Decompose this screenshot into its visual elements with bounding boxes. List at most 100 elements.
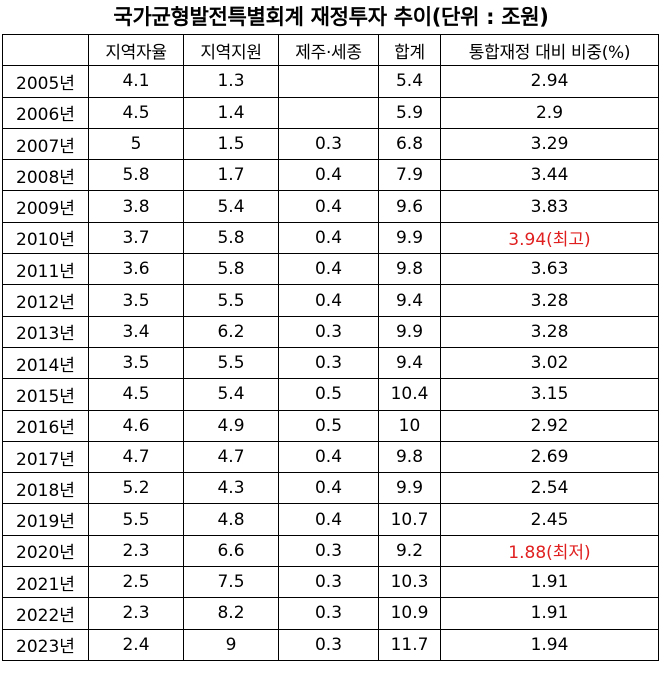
cell-regional-support: 5.4 [183, 378, 279, 411]
cell-year: 2019년 [2, 503, 89, 536]
cell-year: 2012년 [2, 284, 89, 317]
cell-jeju-sejong: 0.4 [278, 284, 379, 317]
cell-regional-autonomy: 2.3 [88, 534, 184, 568]
cell-regional-support: 5.5 [183, 346, 279, 380]
cell-share-of-budget: 1.94 [440, 628, 659, 661]
cell-jeju-sejong: 0.3 [278, 127, 379, 161]
cell-total: 5.4 [378, 65, 441, 98]
cell-share-of-budget: 3.02 [440, 346, 659, 380]
cell-share-of-budget: 3.83 [440, 190, 659, 223]
table-row: 2005년 4.1 1.3 5.4 2.94 [2, 65, 659, 98]
header-regional-autonomy: 지역자율 [88, 33, 184, 67]
cell-share-of-budget: 2.9 [440, 96, 659, 129]
cell-jeju-sejong: 0.3 [278, 597, 379, 630]
cell-regional-autonomy: 5 [88, 127, 184, 161]
table-body: 지역자율 지역지원 제주·세종 합계 통합재정 대비 비중(%) 2005년 4.1 1.3 5… [2, 33, 659, 661]
cell-regional-support: 1.7 [183, 159, 279, 192]
table-row: 2019년 5.5 4.8 0.4 10.7 2.45 [2, 503, 659, 536]
header-jeju-sejong: 제주·세종 [278, 33, 379, 67]
cell-regional-support: 9 [183, 628, 279, 661]
cell-regional-support: 4.7 [183, 440, 279, 474]
cell-total: 10 [378, 409, 441, 442]
cell-year: 2022년 [2, 597, 89, 630]
cell-regional-autonomy: 3.4 [88, 315, 184, 348]
cell-regional-autonomy: 3.5 [88, 284, 184, 317]
header-row: 지역자율 지역지원 제주·세종 합계 통합재정 대비 비중(%) [2, 33, 659, 67]
cell-total: 9.8 [378, 440, 441, 474]
cell-year: 2021년 [2, 566, 89, 599]
cell-total: 9.4 [378, 284, 441, 317]
cell-regional-support: 1.3 [183, 65, 279, 98]
cell-total: 10.7 [378, 503, 441, 536]
table-row: 2006년 4.5 1.4 5.9 2.9 [2, 96, 659, 129]
table-row: 2008년 5.8 1.7 0.4 7.9 3.44 [2, 159, 659, 192]
cell-share-of-budget: 2.45 [440, 503, 659, 536]
table-row: 2016년 4.6 4.9 0.5 10 2.92 [2, 409, 659, 442]
cell-regional-support: 6.2 [183, 315, 279, 348]
cell-jeju-sejong: 0.5 [278, 378, 379, 411]
cell-jeju-sejong: 0.4 [278, 472, 379, 505]
cell-total: 9.9 [378, 472, 441, 505]
cell-jeju-sejong [278, 65, 379, 98]
cell-regional-autonomy: 4.6 [88, 409, 184, 442]
cell-year: 2015년 [2, 378, 89, 411]
table-row: 2022년 2.3 8.2 0.3 10.9 1.91 [2, 597, 659, 630]
cell-share-of-budget: 3.63 [440, 253, 659, 286]
cell-year: 2020년 [2, 534, 89, 568]
cell-total: 9.6 [378, 190, 441, 223]
cell-year: 2013년 [2, 315, 89, 348]
cell-regional-support: 4.3 [183, 472, 279, 505]
header-total: 합계 [378, 33, 441, 67]
table-row: 2013년 3.4 6.2 0.3 9.9 3.28 [2, 315, 659, 348]
table-row: 2018년 5.2 4.3 0.4 9.9 2.54 [2, 472, 659, 505]
cell-regional-support: 1.4 [183, 96, 279, 129]
cell-jeju-sejong: 0.4 [278, 190, 379, 223]
cell-year: 2023년 [2, 628, 89, 661]
cell-regional-autonomy: 2.5 [88, 566, 184, 599]
cell-regional-support: 6.6 [183, 534, 279, 568]
table-row: 2015년 4.5 5.4 0.5 10.4 3.15 [2, 378, 659, 411]
cell-total: 7.9 [378, 159, 441, 192]
cell-regional-support: 4.8 [183, 503, 279, 536]
cell-jeju-sejong: 0.4 [278, 253, 379, 286]
cell-jeju-sejong: 0.3 [278, 566, 379, 599]
table-row: 2023년 2.4 9 0.3 11.7 1.94 [2, 628, 659, 661]
cell-total: 11.7 [378, 628, 441, 661]
cell-share-of-budget: 3.29 [440, 127, 659, 161]
cell-regional-support: 8.2 [183, 597, 279, 630]
table-row: 2007년 5 1.5 0.3 6.8 3.29 [2, 127, 659, 161]
cell-regional-autonomy: 3.5 [88, 346, 184, 380]
cell-regional-support: 5.8 [183, 221, 279, 255]
cell-total: 9.2 [378, 534, 441, 568]
cell-jeju-sejong: 0.4 [278, 503, 379, 536]
cell-regional-support: 5.4 [183, 190, 279, 223]
cell-share-of-budget: 2.69 [440, 440, 659, 474]
table-row: 2020년 2.3 6.6 0.3 9.2 1.88(최저) [2, 534, 659, 568]
cell-regional-autonomy: 5.5 [88, 503, 184, 536]
table-title: 국가균형발전특별회계 재정투자 추이(단위 : 조원) [113, 5, 549, 29]
table-row: 2014년 3.5 5.5 0.3 9.4 3.02 [2, 346, 659, 380]
cell-share-of-budget: 1.91 [440, 566, 659, 599]
cell-jeju-sejong: 0.3 [278, 346, 379, 380]
cell-regional-autonomy: 5.8 [88, 159, 184, 192]
cell-share-of-budget: 2.92 [440, 409, 659, 442]
cell-total: 10.3 [378, 566, 441, 599]
table-row: 2017년 4.7 4.7 0.4 9.8 2.69 [2, 440, 659, 474]
cell-share-of-budget: 1.88(최저) [440, 534, 659, 568]
cell-regional-autonomy: 4.1 [88, 65, 184, 98]
cell-regional-autonomy: 4.5 [88, 378, 184, 411]
cell-year: 2005년 [2, 65, 89, 98]
cell-total: 6.8 [378, 127, 441, 161]
header-year [2, 33, 89, 67]
cell-regional-support: 1.5 [183, 127, 279, 161]
cell-regional-support: 7.5 [183, 566, 279, 599]
cell-share-of-budget: 3.44 [440, 159, 659, 192]
table-row: 2012년 3.5 5.5 0.4 9.4 3.28 [2, 284, 659, 317]
cell-share-of-budget: 1.91 [440, 597, 659, 630]
cell-total: 9.8 [378, 253, 441, 286]
cell-regional-autonomy: 5.2 [88, 472, 184, 505]
cell-regional-autonomy: 3.6 [88, 253, 184, 286]
cell-regional-autonomy: 4.7 [88, 440, 184, 474]
cell-year: 2014년 [2, 346, 89, 380]
